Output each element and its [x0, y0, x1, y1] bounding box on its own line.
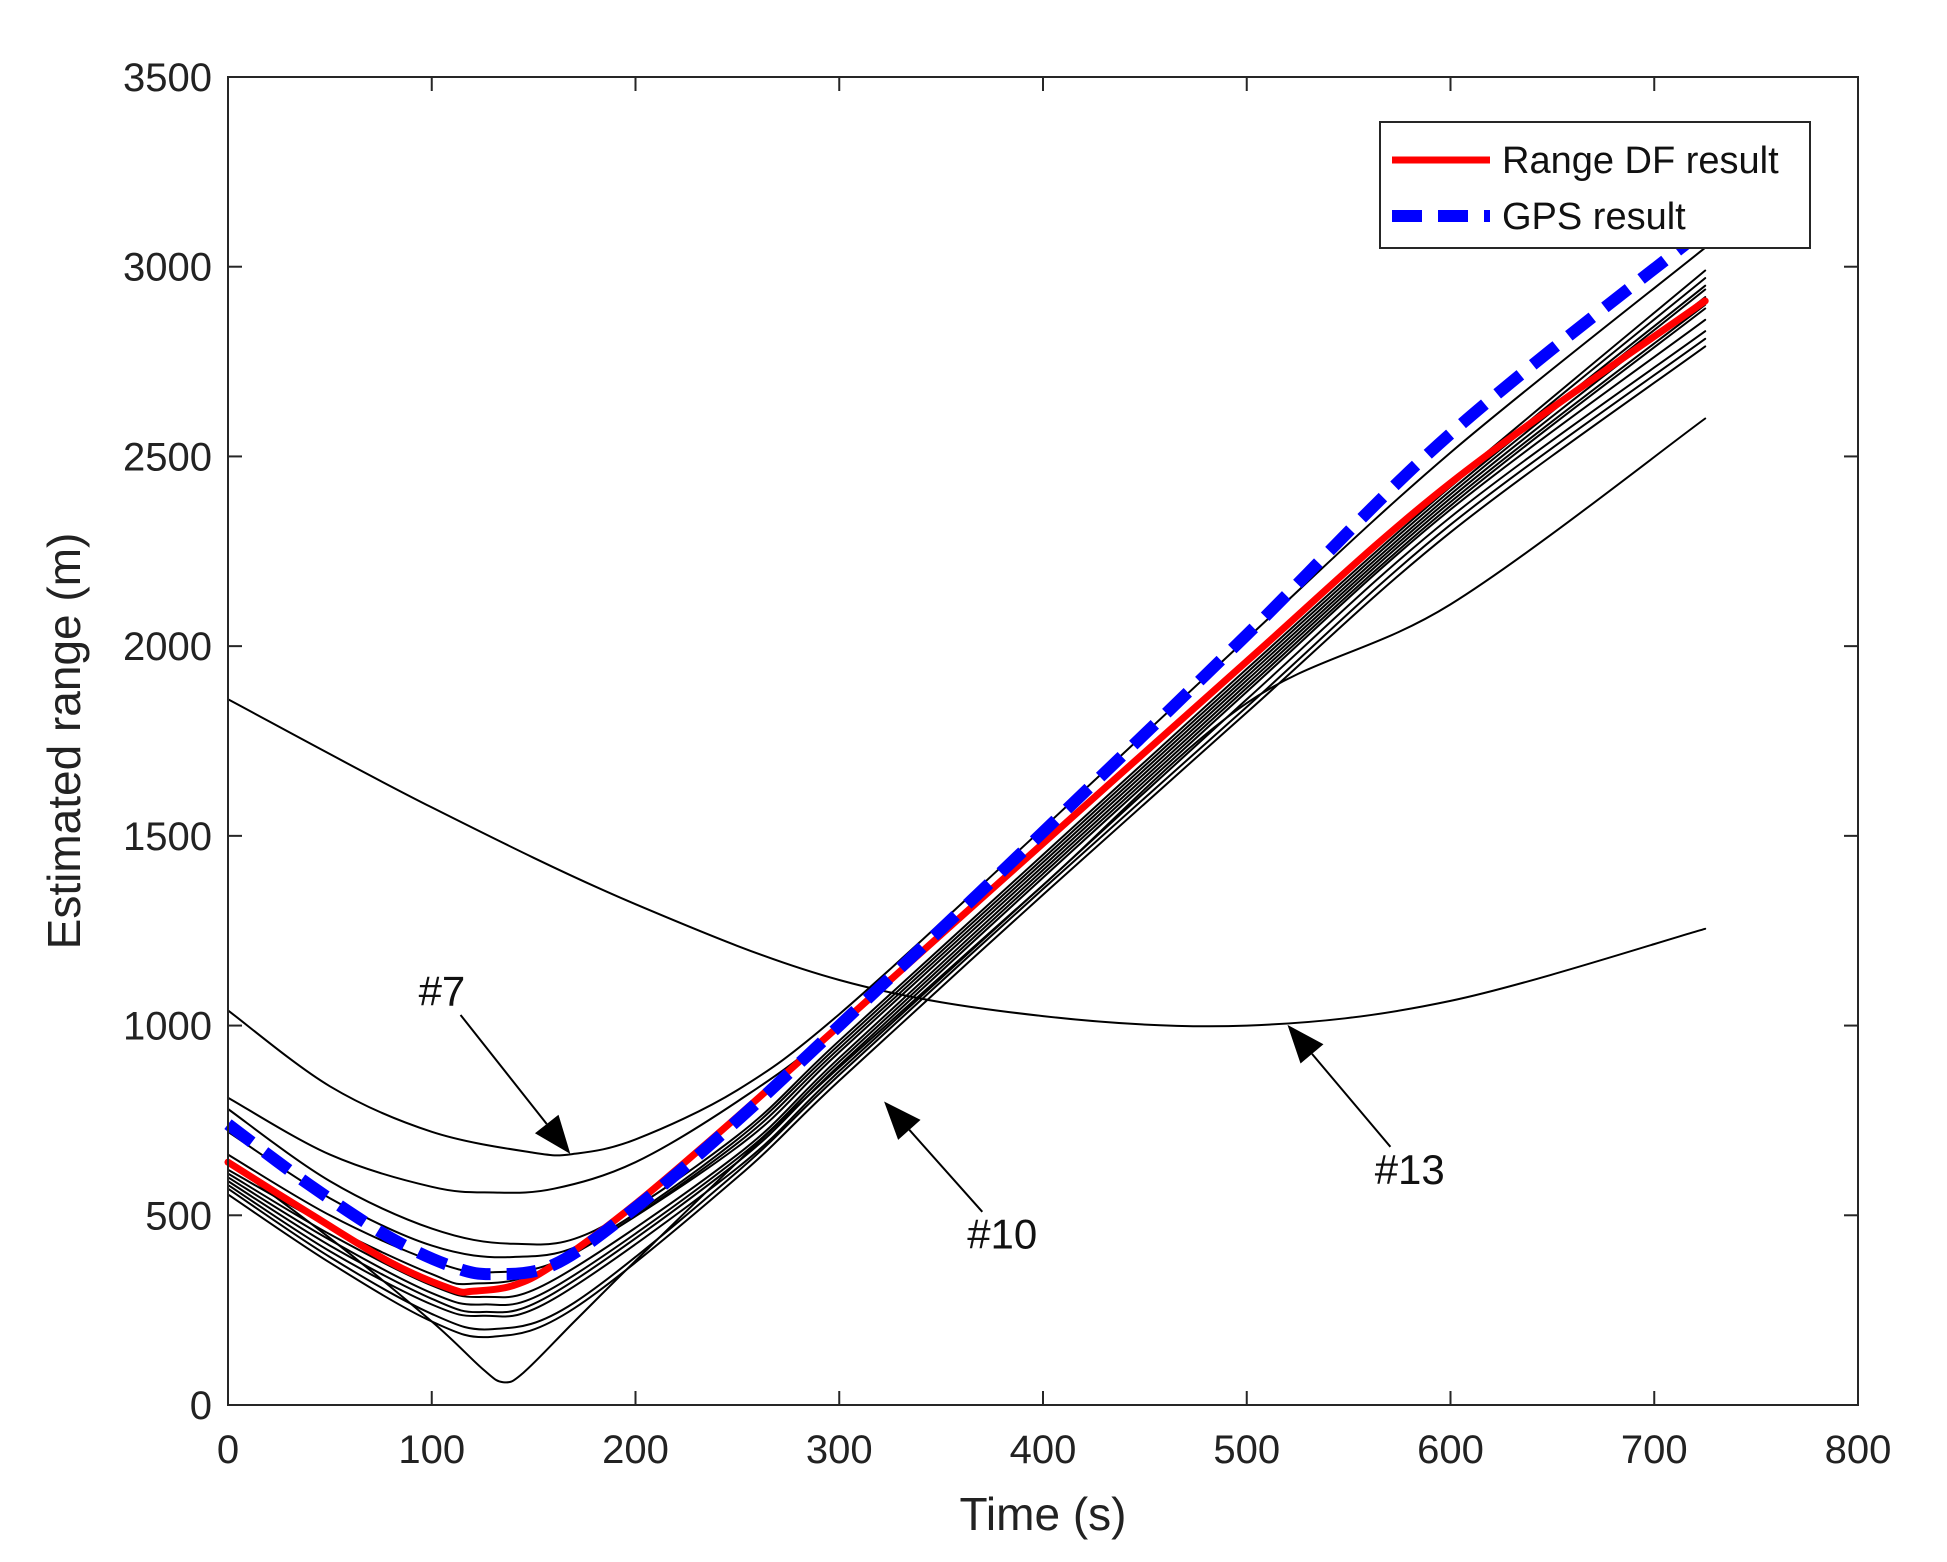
annotation-arrowhead — [884, 1101, 921, 1140]
x-tick-label: 400 — [1010, 1428, 1077, 1472]
x-tick-label: 0 — [217, 1428, 239, 1472]
series-line-6 — [227, 277, 1707, 1246]
series-line-16 — [227, 417, 1707, 1384]
x-tick-label: 100 — [398, 1428, 465, 1472]
x-tick-label: 700 — [1621, 1428, 1688, 1472]
x-tick-label: 300 — [806, 1428, 873, 1472]
y-axis-title: Estimated range (m) — [38, 533, 90, 950]
annotation-arrow-shaft — [459, 1014, 548, 1125]
y-tick-label: 3500 — [123, 56, 212, 100]
y-tick-label: 500 — [145, 1194, 212, 1238]
x-tick-label: 200 — [602, 1428, 669, 1472]
x-tick-label: 600 — [1417, 1428, 1484, 1472]
legend-box — [1379, 121, 1811, 249]
annotation-arrow-shaft — [908, 1129, 984, 1213]
series-line-10 — [227, 303, 1707, 1299]
plot-background — [228, 77, 1858, 1405]
annotation-arrowhead — [534, 1114, 571, 1154]
annotation-arrowhead — [1287, 1024, 1324, 1064]
data-lines — [224, 224, 1709, 1384]
annotation-label: #10 — [967, 1210, 1037, 1257]
annotation-arrow-shaft — [1311, 1053, 1392, 1148]
series-line-12 — [227, 318, 1707, 1314]
series-line-14 — [227, 337, 1707, 1331]
series-line-11 — [227, 307, 1707, 1307]
plot-frame — [227, 76, 1859, 1406]
y-tick-label: 0 — [190, 1384, 212, 1428]
series-line-gps-result — [224, 224, 1709, 1281]
series-line-13 — [227, 330, 1707, 1318]
legend-label-range-df: Range DF result — [1502, 140, 1779, 182]
x-tick-label: 500 — [1213, 1428, 1280, 1472]
legend-label-gps: GPS result — [1502, 196, 1686, 238]
x-axis-title: Time (s) — [960, 1488, 1127, 1540]
series-line-4 — [227, 246, 1707, 1157]
annotation-label: #7 — [419, 967, 466, 1014]
annotation-label: #13 — [1375, 1146, 1445, 1193]
y-tick-label: 2500 — [123, 435, 212, 479]
tick-labels: 0 100 200 300 400 500 600 700 800 0 500 1000 1500 200… — [123, 56, 1891, 1472]
y-tick-label: 1500 — [123, 815, 212, 859]
x-tick-label: 800 — [1825, 1428, 1892, 1472]
annotations: #7 #10 #13 — [419, 967, 1445, 1257]
y-tick-label: 2000 — [123, 625, 212, 669]
series-line-3 — [227, 698, 1707, 1028]
y-tick-label: 1000 — [123, 1005, 212, 1049]
y-tick-label: 3000 — [123, 246, 212, 290]
series-line-7 — [227, 284, 1707, 1259]
legend: Range DF result GPS result — [1379, 121, 1811, 249]
series-line-9 — [227, 296, 1707, 1286]
